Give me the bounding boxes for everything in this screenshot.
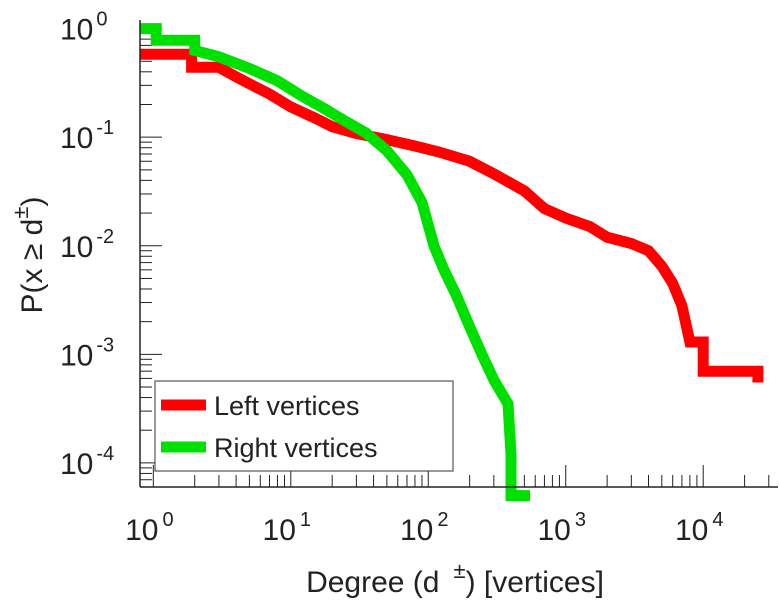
y-axis-label-tail: ) bbox=[16, 197, 49, 207]
x-tick-base: 10 bbox=[263, 514, 296, 547]
legend-label-right: Right vertices bbox=[214, 433, 378, 463]
y-tick-label: 10 -2 bbox=[60, 226, 114, 264]
x-axis-label-sup: ± bbox=[453, 558, 465, 583]
x-axis-label-base: Degree (d bbox=[306, 566, 439, 599]
x-tick-exp: 4 bbox=[712, 509, 723, 531]
x-tick-label: 10 2 bbox=[400, 509, 449, 547]
x-axis-label-tail: ) [vertices] bbox=[466, 566, 604, 599]
y-tick-label: 10 -1 bbox=[60, 117, 114, 155]
y-tick-exp: -4 bbox=[96, 443, 114, 465]
y-tick-base: 10 bbox=[60, 122, 93, 155]
x-tick-base: 10 bbox=[400, 514, 433, 547]
x-tick-label: 10 4 bbox=[675, 509, 724, 547]
y-axis-label-sup: ± bbox=[8, 207, 33, 219]
x-axis-label: Degree (d ±) [vertices] bbox=[306, 558, 604, 599]
y-tick-label: 10 -4 bbox=[60, 443, 114, 481]
x-tick-exp: 1 bbox=[300, 509, 311, 531]
legend-box bbox=[154, 380, 454, 472]
x-tick-label: 10 3 bbox=[537, 509, 586, 547]
y-tick-base: 10 bbox=[60, 339, 93, 372]
y-tick-label: 10 0 bbox=[60, 9, 108, 47]
x-tick-label: 10 1 bbox=[263, 509, 312, 547]
series-line-left-vertices bbox=[140, 48, 764, 383]
tick-labels: 10 0 10 1 10 2 10 3 10 410 010 -110 -210 -310 -4 bbox=[60, 9, 723, 547]
y-tick-exp: 0 bbox=[96, 9, 107, 31]
legend-label-left: Left vertices bbox=[214, 391, 360, 421]
minor-ticks bbox=[140, 28, 770, 488]
x-tick-base: 10 bbox=[675, 514, 708, 547]
series-layer bbox=[140, 23, 764, 502]
x-tick-exp: 3 bbox=[575, 509, 586, 531]
y-tick-label: 10 -3 bbox=[60, 334, 114, 372]
x-tick-exp: 2 bbox=[437, 509, 448, 531]
y-tick-base: 10 bbox=[60, 448, 93, 481]
series-line-right-vertices bbox=[140, 23, 530, 502]
y-axis-label-base: P(x ≥ d bbox=[16, 219, 49, 314]
y-axis-label: P(x ≥ d±) bbox=[8, 197, 49, 314]
y-tick-base: 10 bbox=[60, 231, 93, 264]
y-tick-exp: -2 bbox=[96, 226, 114, 248]
x-tick-base: 10 bbox=[537, 514, 570, 547]
y-tick-exp: -1 bbox=[96, 117, 114, 139]
x-tick-base: 10 bbox=[125, 514, 158, 547]
y-tick-base: 10 bbox=[60, 14, 93, 47]
x-tick-label: 10 0 bbox=[125, 509, 174, 547]
x-tick-exp: 0 bbox=[162, 509, 173, 531]
y-tick-exp: -3 bbox=[96, 334, 114, 356]
legend: Left vertices Right vertices bbox=[154, 380, 454, 472]
